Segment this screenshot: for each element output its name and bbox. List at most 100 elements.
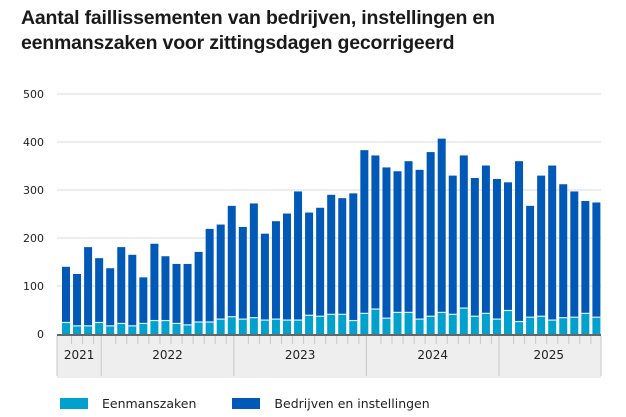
bar-bedrijven-en-instellingen: [492, 178, 501, 320]
bar-eenmanszaken: [559, 317, 568, 334]
bar-bedrijven-en-instellingen: [526, 205, 535, 318]
bar-eenmanszaken: [448, 314, 457, 334]
bar-eenmanszaken: [592, 317, 601, 334]
bar-eenmanszaken: [360, 313, 369, 334]
legend-item-eenmanszaken[interactable]: Eenmanszaken: [60, 396, 196, 411]
bar-eenmanszaken: [139, 323, 148, 334]
bar-bedrijven-en-instellingen: [128, 254, 137, 326]
x-year-label: 2022: [152, 348, 183, 362]
bar-bedrijven-en-instellingen: [548, 165, 557, 321]
x-axis-background: [57, 334, 601, 378]
bar-eenmanszaken: [128, 325, 137, 334]
bar-eenmanszaken: [526, 317, 535, 334]
bar-eenmanszaken: [294, 320, 303, 334]
bar-eenmanszaken: [492, 319, 501, 334]
bar-eenmanszaken: [504, 310, 512, 334]
bar-bedrijven-en-instellingen: [382, 167, 391, 319]
bar-eenmanszaken: [271, 319, 280, 334]
bar-eenmanszaken: [161, 320, 170, 334]
bar-bedrijven-en-instellingen: [437, 138, 446, 313]
bar-eenmanszaken: [62, 322, 70, 334]
bar-eenmanszaken: [227, 316, 236, 334]
y-tick-label: 400: [23, 136, 44, 149]
bar-eenmanszaken: [216, 319, 225, 334]
bar-bedrijven-en-instellingen: [393, 171, 402, 313]
bar-bedrijven-en-instellingen: [305, 212, 314, 316]
bar-eenmanszaken: [371, 309, 380, 334]
bar-bedrijven-en-instellingen: [238, 226, 247, 320]
x-axis: 2021 2022 2023 2024 2025: [56, 334, 602, 376]
bar-eenmanszaken: [349, 320, 358, 334]
bar-eenmanszaken: [95, 322, 104, 334]
legend-swatch-bedrijven: [232, 397, 261, 409]
bar-bedrijven-en-instellingen: [327, 194, 336, 315]
bar-eenmanszaken: [117, 323, 126, 334]
bar-eenmanszaken: [548, 320, 557, 334]
bar-eenmanszaken: [481, 313, 490, 334]
bar-bedrijven-en-instellingen: [504, 182, 512, 311]
bar-bedrijven-en-instellingen: [249, 203, 258, 318]
bar-eenmanszaken: [470, 316, 479, 334]
bar-bedrijven-en-instellingen: [415, 169, 424, 320]
bar-eenmanszaken: [459, 308, 468, 334]
bar-eenmanszaken: [404, 312, 413, 334]
bar-bedrijven-en-instellingen: [470, 178, 479, 317]
bar-eenmanszaken: [305, 315, 314, 334]
bar-bedrijven-en-instellingen: [294, 191, 303, 321]
x-year-label: 2021: [64, 348, 95, 362]
bar-bedrijven-en-instellingen: [404, 161, 413, 313]
bar-bedrijven-en-instellingen: [106, 268, 115, 326]
legend-label-bedrijven: Bedrijven en instellingen: [274, 395, 430, 411]
bar-eenmanszaken: [73, 325, 82, 334]
bar-eenmanszaken: [150, 320, 159, 334]
bar-eenmanszaken: [382, 318, 391, 334]
bar-bedrijven-en-instellingen: [537, 175, 546, 317]
y-tick-label: 500: [23, 88, 44, 101]
bar-eenmanszaken: [581, 313, 590, 334]
bar-bedrijven-en-instellingen: [227, 205, 236, 317]
bar-eenmanszaken: [84, 325, 93, 334]
bar-eenmanszaken: [393, 312, 402, 334]
bar-eenmanszaken: [537, 316, 546, 334]
bar-bedrijven-en-instellingen: [592, 202, 601, 318]
bar-eenmanszaken: [426, 316, 435, 334]
x-axis-band: [57, 334, 601, 378]
bar-eenmanszaken: [106, 325, 115, 334]
bar-eenmanszaken: [338, 314, 347, 334]
legend-item-bedrijven[interactable]: Bedrijven en instellingen: [232, 395, 430, 411]
bar-bedrijven-en-instellingen: [570, 191, 579, 318]
x-year-label: 2024: [417, 348, 448, 362]
bar-eenmanszaken: [205, 322, 214, 334]
bar-eenmanszaken: [238, 319, 247, 334]
bar-bedrijven-en-instellingen: [515, 161, 524, 322]
bar-eenmanszaken: [249, 317, 258, 334]
bar-bedrijven-en-instellingen: [559, 184, 568, 318]
bar-bedrijven-en-instellingen: [338, 198, 347, 315]
bar-bedrijven-en-instellingen: [139, 277, 148, 324]
bar-bedrijven-en-instellingen: [426, 152, 435, 317]
bar-bedrijven-en-instellingen: [84, 247, 93, 326]
bar-bedrijven-en-instellingen: [581, 201, 590, 314]
bar-bedrijven-en-instellingen: [62, 266, 70, 323]
bar-eenmanszaken: [183, 324, 192, 334]
chart-title: Aantal faillissementen van bedrijven, in…: [21, 7, 495, 54]
y-tick-label: 100: [23, 280, 44, 293]
legend-swatch-eenmanszaken: [60, 397, 88, 409]
bar-bedrijven-en-instellingen: [161, 256, 170, 321]
bar-bedrijven-en-instellingen: [481, 165, 490, 314]
legend: Eenmanszaken Bedrijven en instellingen: [60, 393, 466, 413]
bar-bedrijven-en-instellingen: [95, 258, 104, 323]
x-year-label: 2023: [285, 348, 316, 362]
bar-bedrijven-en-instellingen: [349, 193, 358, 321]
bar-eenmanszaken: [437, 312, 446, 334]
bar-eenmanszaken: [194, 322, 203, 334]
bar-eenmanszaken: [327, 314, 336, 334]
bar-bedrijven-en-instellingen: [459, 155, 468, 309]
bar-bedrijven-en-instellingen: [360, 150, 369, 314]
bar-bedrijven-en-instellingen: [371, 155, 380, 310]
x-year-label: 2025: [533, 348, 564, 362]
y-axis-ticks: 0 100 200 300 400 500: [23, 88, 44, 341]
bar-bedrijven-en-instellingen: [260, 233, 269, 321]
bar-bedrijven-en-instellingen: [271, 221, 280, 320]
bar-bedrijven-en-instellingen: [73, 274, 82, 326]
